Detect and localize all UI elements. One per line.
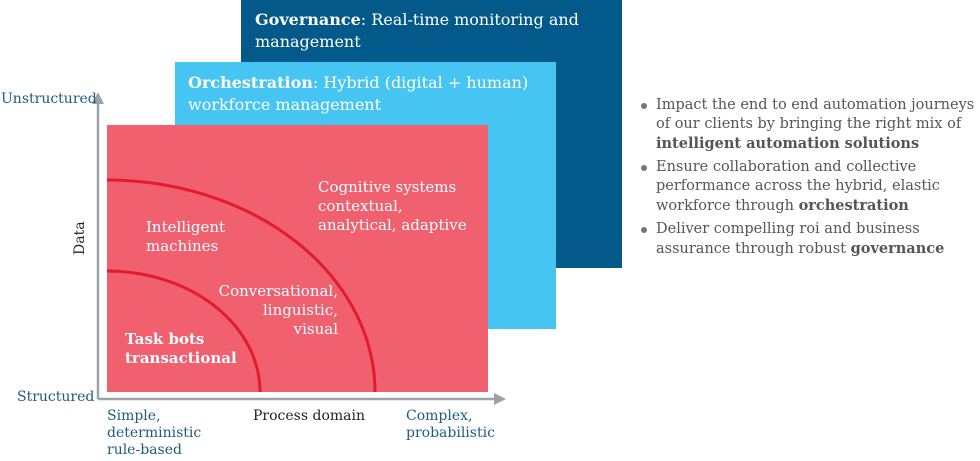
label-intelligent-machines: Intelligent machines: [146, 218, 226, 255]
bullet-list: Impact the end to end automation journey…: [640, 96, 980, 263]
x-axis-label: Process domain: [253, 408, 365, 424]
bullet-item: Impact the end to end automation journey…: [640, 96, 980, 154]
outer-curve: [106, 178, 377, 393]
governance-title: Governance: Real-time monitoring and man…: [255, 10, 579, 51]
y-axis-arrow: [92, 92, 104, 104]
bullet-item: Deliver compelling roi and business assu…: [640, 220, 980, 259]
label-conversational: Conversational, linguistic, visual: [218, 282, 338, 338]
x-axis-arrow: [494, 393, 506, 405]
bullet-dot: [641, 103, 647, 109]
inner-curve: [106, 269, 262, 393]
bullet-dot: [641, 227, 647, 233]
y-axis-label: Data: [72, 221, 88, 255]
label-task-bots: Task bots transactional: [125, 330, 237, 367]
task-panel: [107, 125, 488, 392]
y-bottom-label: Structured: [17, 389, 95, 405]
y-top-label: Unstructured: [1, 91, 97, 107]
bullet-item: Ensure collaboration and collective perf…: [640, 158, 980, 216]
orchestration-title: Orchestration: Hybrid (digital + human) …: [188, 73, 529, 114]
bullet-dot: [641, 165, 647, 171]
x-left-label: Simple, deterministic rule-based: [107, 408, 202, 458]
label-cognitive-systems: Cognitive systems contextual, analytical…: [318, 178, 467, 234]
x-right-label: Complex, probabilistic: [406, 408, 495, 441]
